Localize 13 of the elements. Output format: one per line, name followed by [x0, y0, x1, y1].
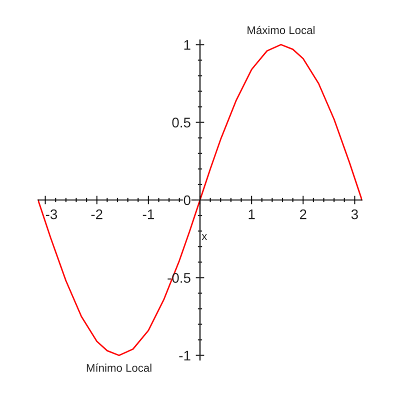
x-tick-label: -3 [46, 209, 58, 220]
annotation: Mínimo Local [86, 364, 152, 372]
annotation: Máximo Local [248, 26, 314, 34]
x-tick-label: -2 [91, 209, 102, 220]
y-tick-label: 0 [184, 195, 190, 206]
x-tick-label: 1 [248, 210, 255, 220]
x-axis-title: x [202, 234, 208, 240]
x-tick-label: 3 [351, 209, 358, 220]
y-tick-label: -1 [179, 350, 190, 360]
x-tick-label: 2 [300, 209, 306, 220]
y-tick-label: 1 [184, 40, 190, 50]
y-tick-label: 0.5 [172, 118, 190, 128]
x-tick-label: -1 [142, 210, 154, 220]
